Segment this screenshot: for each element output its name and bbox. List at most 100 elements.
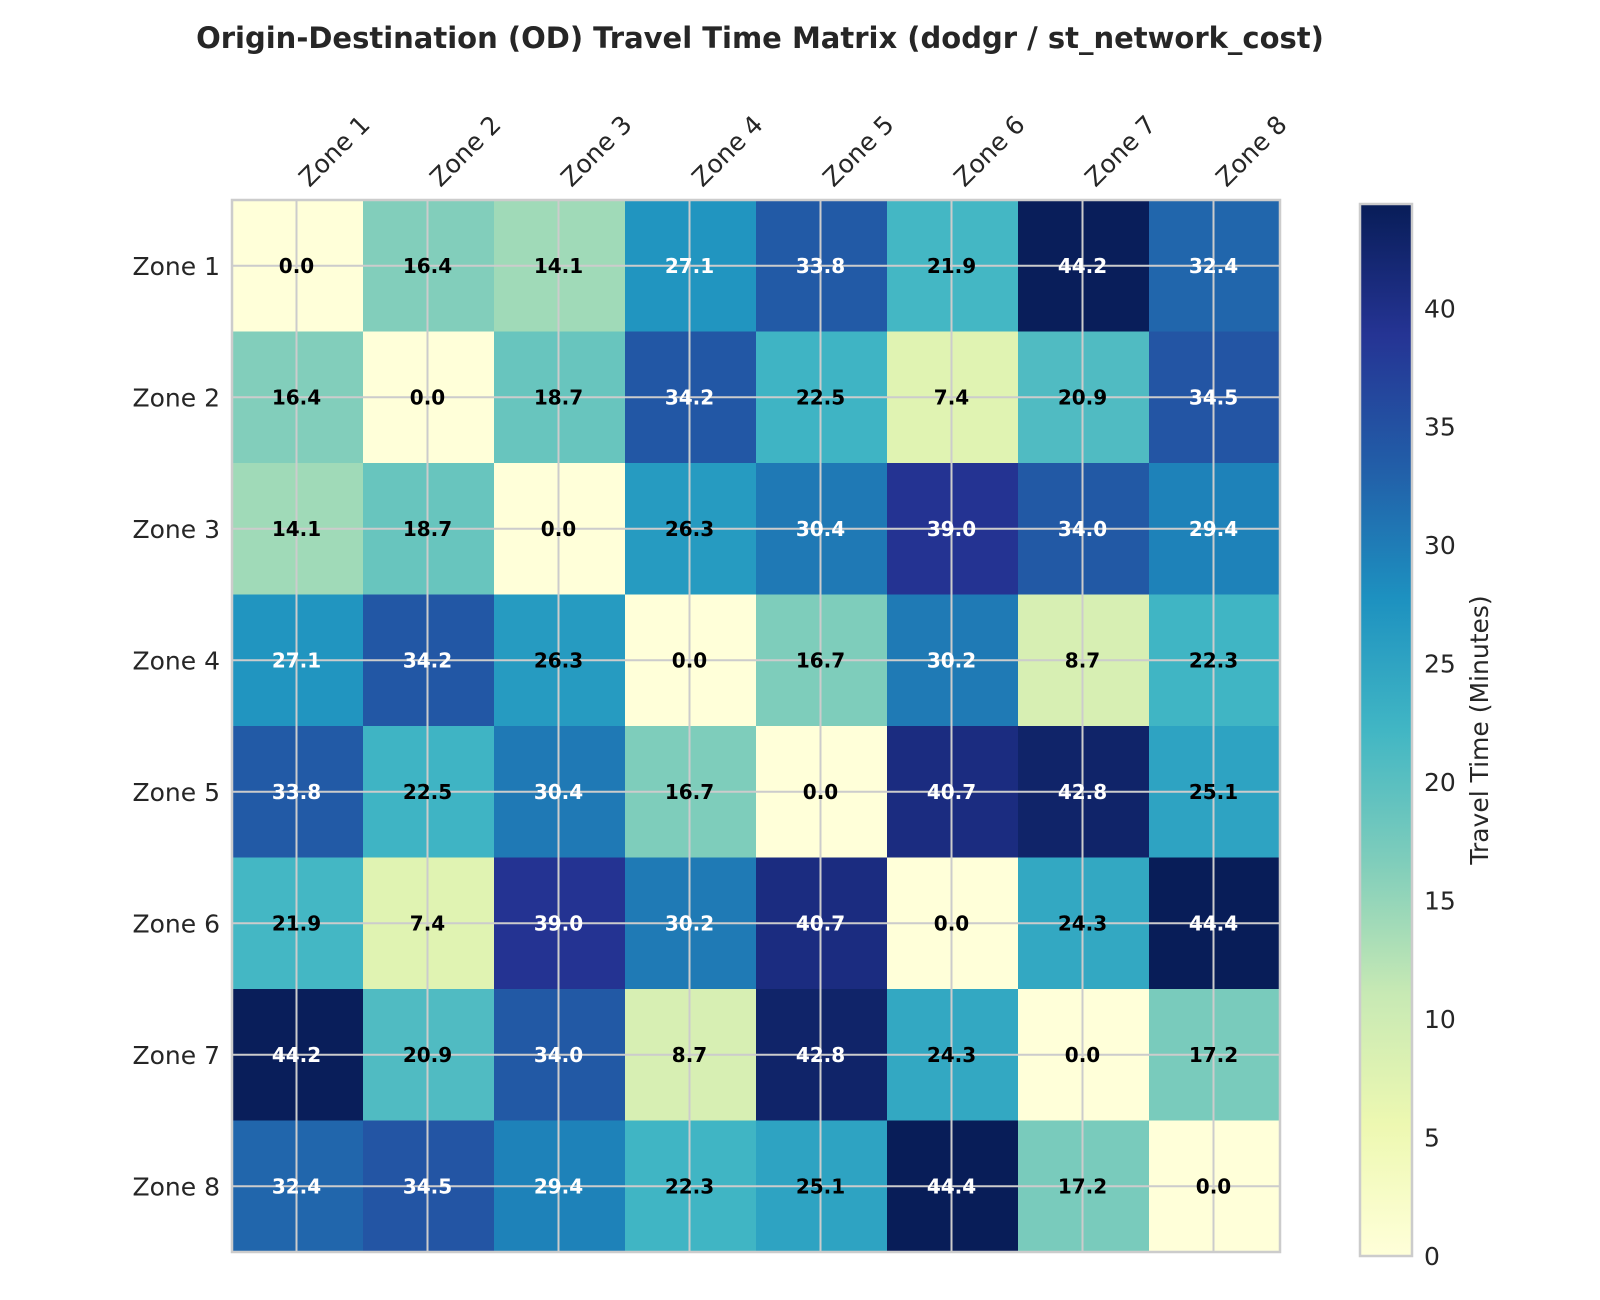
cell-value-label: 30.4 (534, 780, 583, 804)
cell-value-label: 0.0 (1196, 1174, 1231, 1198)
colorbar-tick-label: 10 (1424, 1005, 1456, 1034)
cell-value-label: 44.2 (1058, 254, 1107, 278)
x-tick-label: Zone 5 (817, 110, 899, 192)
cell-value-label: 18.7 (403, 517, 452, 541)
cell-value-label: 44.4 (927, 1174, 976, 1198)
cell-value-label: 40.7 (927, 780, 976, 804)
cell-value-label: 30.2 (665, 911, 714, 935)
x-tick-label: Zone 4 (686, 110, 768, 192)
cell-value-label: 22.3 (665, 1174, 714, 1198)
cell-value-label: 26.3 (665, 517, 714, 541)
cell-value-label: 8.7 (672, 1043, 707, 1067)
cell-value-label: 40.7 (796, 911, 845, 935)
y-tick-label: Zone 6 (133, 909, 221, 938)
colorbar-tick-label: 15 (1424, 887, 1456, 916)
cell-value-label: 0.0 (934, 911, 969, 935)
cell-value-label: 8.7 (1065, 648, 1100, 672)
cell-value-label: 17.2 (1058, 1174, 1107, 1198)
y-axis-tick-labels: Zone 1 Zone 2 Zone 3 Zone 4 Zone 5 Zone 6 Zone… (133, 252, 221, 1202)
y-tick-label: Zone 1 (133, 252, 221, 281)
cell-value-label: 27.1 (665, 254, 714, 278)
y-tick-label: Zone 8 (133, 1172, 221, 1201)
cell-value-label: 24.3 (1058, 911, 1107, 935)
heatmap-gridlines (232, 200, 1280, 1252)
cell-value-label: 33.8 (272, 780, 321, 804)
cell-value-label: 44.2 (272, 1043, 321, 1067)
chart-title: Origin-Destination (OD) Travel Time Matr… (196, 21, 1324, 55)
x-tick-label: Zone 8 (1210, 110, 1292, 192)
heatmap-cells (232, 200, 1281, 1253)
cell-value-label: 20.9 (1058, 385, 1107, 409)
cell-value-label: 34.0 (1058, 517, 1107, 541)
cell-value-label: 17.2 (1189, 1043, 1238, 1067)
cell-value-label: 25.1 (796, 1174, 845, 1198)
colorbar-tick-label: 5 (1424, 1124, 1440, 1153)
cell-value-label: 34.5 (1189, 385, 1238, 409)
y-tick-label: Zone 7 (133, 1041, 221, 1070)
cell-value-label: 32.4 (1189, 254, 1238, 278)
colorbar-tick-label: 40 (1424, 294, 1456, 323)
x-tick-label: Zone 1 (293, 110, 375, 192)
cell-value-label: 22.5 (403, 780, 452, 804)
cell-value-label: 0.0 (410, 385, 445, 409)
cell-value-label: 44.4 (1189, 911, 1238, 935)
y-tick-label: Zone 3 (133, 515, 221, 544)
cell-value-label: 26.3 (534, 648, 583, 672)
cell-value-label: 29.4 (534, 1174, 583, 1198)
cell-value-label: 24.3 (927, 1043, 976, 1067)
y-tick-label: Zone 2 (133, 383, 221, 412)
cell-value-label: 34.2 (665, 385, 714, 409)
cell-value-label: 7.4 (410, 911, 445, 935)
cell-value-label: 14.1 (272, 517, 321, 541)
colorbar-tick-label: 25 (1424, 650, 1456, 679)
cell-value-label: 25.1 (1189, 780, 1238, 804)
x-tick-label: Zone 6 (948, 110, 1030, 192)
cell-value-label: 34.0 (534, 1043, 583, 1067)
x-tick-label: Zone 2 (424, 110, 506, 192)
cell-value-label: 42.8 (1058, 780, 1107, 804)
y-tick-label: Zone 4 (133, 646, 221, 675)
cell-value-label: 22.3 (1189, 648, 1238, 672)
cell-value-label: 18.7 (534, 385, 583, 409)
cell-value-label: 16.7 (796, 648, 845, 672)
cell-value-label: 39.0 (927, 517, 976, 541)
heatmap-frame (230, 198, 1282, 1254)
cell-value-label: 0.0 (1065, 1043, 1100, 1067)
colorbar-tick-label: 0 (1424, 1242, 1440, 1271)
cell-value-label: 0.0 (803, 780, 838, 804)
cell-value-label: 16.7 (665, 780, 714, 804)
y-tick-label: Zone 5 (133, 778, 221, 807)
heatmap-value-labels: 0.0 16.4 14.1 27.1 33.8 21.9 44.2 32.4 16.4 0.0 18… (272, 254, 1238, 1199)
colorbar-tick-label: 20 (1424, 768, 1456, 797)
cell-value-label: 7.4 (934, 385, 969, 409)
cell-value-label: 27.1 (272, 648, 321, 672)
colorbar: 0 5 10 15 20 25 30 35 40 (1358, 202, 1456, 1271)
cell-value-label: 21.9 (927, 254, 976, 278)
x-axis-tick-labels: Zone 1 Zone 2 Zone 3 Zone 4 Zone 5 Zone 6 Zone… (293, 110, 1292, 192)
cell-value-label: 33.8 (796, 254, 845, 278)
cell-value-label: 29.4 (1189, 517, 1238, 541)
colorbar-gradient (1358, 202, 1414, 1258)
cell-value-label: 32.4 (272, 1174, 321, 1198)
cell-value-label: 22.5 (796, 385, 845, 409)
x-tick-label: Zone 3 (555, 110, 637, 192)
colorbar-tick-label: 35 (1424, 413, 1456, 442)
cell-value-label: 16.4 (272, 385, 321, 409)
cell-value-label: 0.0 (541, 517, 576, 541)
cell-value-label: 20.9 (403, 1043, 452, 1067)
cell-value-label: 39.0 (534, 911, 583, 935)
cell-value-label: 30.2 (927, 648, 976, 672)
cell-value-label: 0.0 (672, 648, 707, 672)
cell-value-label: 34.2 (403, 648, 452, 672)
cell-value-label: 42.8 (796, 1043, 845, 1067)
cell-value-label: 16.4 (403, 254, 452, 278)
cell-value-label: 21.9 (272, 911, 321, 935)
x-tick-label: Zone 7 (1079, 110, 1161, 192)
cell-value-label: 34.5 (403, 1174, 452, 1198)
cell-value-label: 0.0 (279, 254, 314, 278)
cell-value-label: 30.4 (796, 517, 845, 541)
cell-value-label: 14.1 (534, 254, 583, 278)
colorbar-label: Travel Time (Minutes) (1465, 595, 1494, 865)
colorbar-tick-label: 30 (1424, 531, 1456, 560)
